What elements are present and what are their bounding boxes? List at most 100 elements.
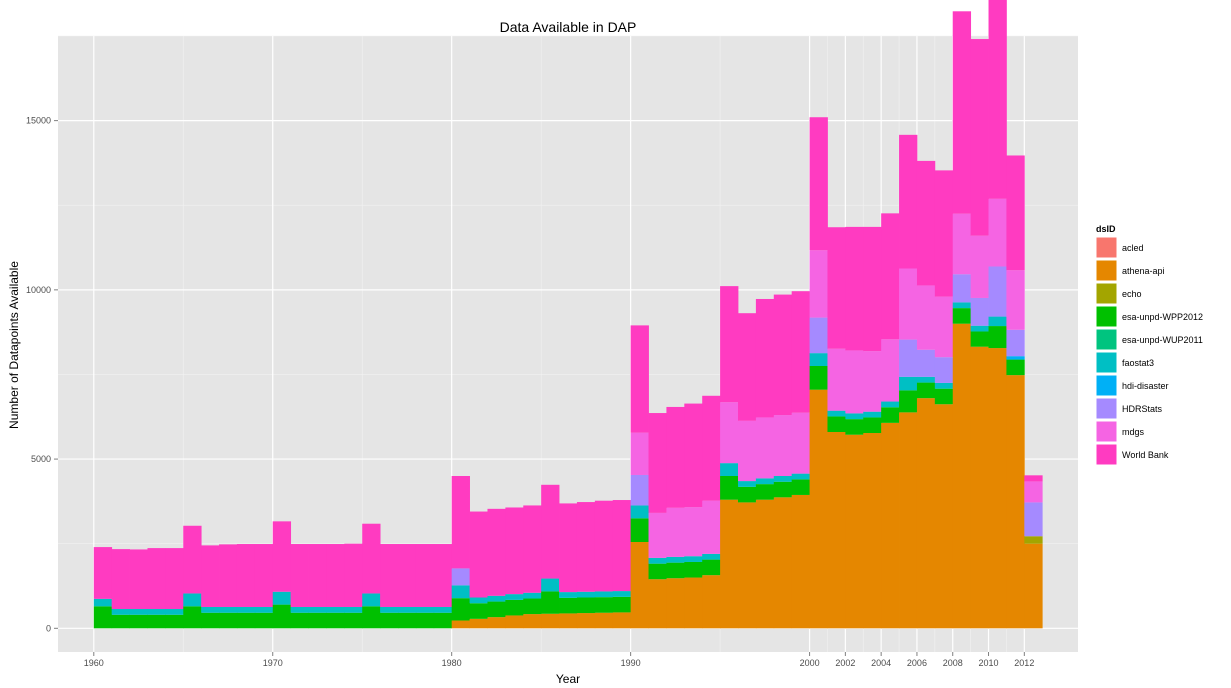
- bar-1997-mdgs: [755, 417, 775, 479]
- bar-2007-faostat3: [934, 382, 954, 389]
- bar-1991-esa-unpd-wpp2012: [648, 563, 667, 580]
- bar-2001-world-bank: [827, 227, 846, 349]
- bar-1984-faostat3: [523, 592, 542, 599]
- bar-1976-world-bank: [380, 544, 399, 607]
- bar-1987-esa-unpd-wpp2012: [576, 597, 596, 614]
- bar-1977-esa-unpd-wpp2012: [398, 612, 417, 629]
- bar-2011-athena-api: [1006, 375, 1025, 629]
- bar-2001-esa-unpd-wpp2012: [827, 416, 846, 432]
- bar-2011-world-bank: [1006, 155, 1025, 271]
- bar-1991-mdgs: [648, 512, 667, 558]
- legend-label-faostat3: faostat3: [1122, 358, 1154, 368]
- bar-1994-faostat3: [702, 553, 721, 560]
- bar-2011-hdrstats: [1006, 329, 1025, 357]
- bar-1997-esa-unpd-wpp2012: [755, 484, 775, 500]
- bar-1960-world-bank: [93, 547, 113, 599]
- bar-1987-athena-api: [576, 613, 596, 629]
- bar-1972-esa-unpd-wpp2012: [308, 612, 327, 629]
- bar-2000-faostat3: [809, 353, 828, 366]
- bar-2009-hdrstats: [970, 297, 989, 326]
- bar-1967-world-bank: [219, 544, 238, 607]
- x-tick-label: 2000: [800, 658, 820, 668]
- bar-2005-mdgs: [899, 268, 918, 340]
- bar-1999-athena-api: [791, 494, 810, 629]
- bar-2001-faostat3: [827, 410, 846, 417]
- bar-1981-world-bank: [469, 511, 488, 598]
- bar-2001-athena-api: [827, 432, 846, 629]
- bar-2006-hdrstats: [916, 349, 936, 377]
- bar-1979-esa-unpd-wpp2012: [433, 612, 453, 629]
- legend-swatch-world-bank: [1096, 444, 1117, 465]
- bar-1987-faostat3: [576, 591, 596, 598]
- bar-2011-mdgs: [1006, 270, 1025, 330]
- bar-1968-world-bank: [236, 544, 256, 607]
- bar-1992-mdgs: [666, 507, 685, 557]
- bar-1985-esa-unpd-wpp2012: [541, 591, 560, 614]
- bar-2000-mdgs: [809, 250, 828, 318]
- bar-1978-esa-unpd-wpp2012: [415, 612, 435, 629]
- x-tick-label: 2008: [943, 658, 963, 668]
- x-tick-label: 2010: [979, 658, 999, 668]
- bar-1983-athena-api: [505, 615, 524, 629]
- bar-1975-faostat3: [362, 593, 381, 607]
- bar-1972-faostat3: [308, 606, 327, 613]
- bar-2007-hdrstats: [934, 357, 954, 383]
- bar-1998-faostat3: [773, 476, 793, 482]
- bar-1968-esa-unpd-wpp2012: [236, 612, 256, 629]
- bar-2009-faostat3: [970, 325, 989, 332]
- bar-2008-faostat3: [952, 302, 972, 309]
- bar-1996-mdgs: [738, 420, 757, 482]
- bar-1993-faostat3: [684, 556, 703, 562]
- bar-1991-athena-api: [648, 579, 667, 629]
- bar-1994-mdgs: [702, 500, 721, 554]
- bar-2004-world-bank: [881, 213, 900, 340]
- bar-1998-esa-unpd-wpp2012: [773, 481, 793, 498]
- bar-1980-world-bank: [451, 476, 470, 569]
- bar-1961-esa-unpd-wpp2012: [111, 614, 130, 629]
- bar-1971-esa-unpd-wpp2012: [290, 612, 309, 629]
- bar-2012-athena-api: [1024, 543, 1043, 629]
- y-axis: 0 5000 10000 15000: [26, 116, 58, 633]
- x-tick-label: 1960: [84, 658, 104, 668]
- bar-1990-world-bank: [630, 325, 649, 433]
- bar-2008-mdgs: [952, 213, 972, 275]
- bar-2004-athena-api: [881, 422, 900, 629]
- bar-1964-world-bank: [165, 548, 184, 610]
- x-axis-title: Year: [556, 672, 580, 686]
- bar-1982-esa-unpd-wpp2012: [487, 601, 506, 618]
- bar-1997-athena-api: [755, 499, 775, 629]
- bar-1990-faostat3: [630, 505, 649, 519]
- bar-1989-world-bank: [612, 500, 632, 592]
- x-axis: 1960 1970 1980 1990 2000 2002 2004 2006 2008 2010…: [84, 652, 1034, 668]
- x-tick-label: 2006: [907, 658, 927, 668]
- legend-swatch-esa-unpd-wpp2012: [1096, 306, 1117, 327]
- bar-1963-world-bank: [147, 548, 166, 610]
- bar-1988-faostat3: [594, 591, 614, 598]
- bar-1960-faostat3: [93, 598, 113, 607]
- bar-2005-athena-api: [899, 412, 918, 629]
- bar-1989-faostat3: [612, 591, 632, 597]
- bar-1983-esa-unpd-wpp2012: [505, 599, 524, 616]
- bar-2006-world-bank: [916, 160, 936, 286]
- bar-1998-mdgs: [773, 415, 793, 476]
- bar-2009-esa-unpd-wpp2012: [970, 331, 989, 347]
- legend-swatch-mdgs: [1096, 421, 1117, 442]
- x-tick-label: 2002: [835, 658, 855, 668]
- bar-1964-faostat3: [165, 609, 184, 615]
- bar-2009-mdgs: [970, 235, 989, 298]
- bar-1978-faostat3: [415, 606, 435, 613]
- bar-1992-athena-api: [666, 578, 685, 629]
- bar-1985-world-bank: [541, 484, 560, 579]
- bar-2008-esa-unpd-wpp2012: [952, 308, 972, 324]
- y-tick-label: 0: [46, 623, 51, 633]
- bar-1969-world-bank: [254, 544, 274, 607]
- bar-1981-athena-api: [469, 618, 488, 629]
- bar-2007-esa-unpd-wpp2012: [934, 388, 954, 405]
- legend-swatch-hdi-disaster: [1096, 375, 1117, 396]
- bar-1971-faostat3: [290, 606, 309, 613]
- bar-1967-faostat3: [219, 606, 238, 613]
- legend-label-esa-unpd-wpp2012: esa-unpd-WPP2012: [1122, 312, 1203, 322]
- legend-swatch-hdrstats: [1096, 398, 1117, 419]
- bar-1973-world-bank: [326, 544, 345, 607]
